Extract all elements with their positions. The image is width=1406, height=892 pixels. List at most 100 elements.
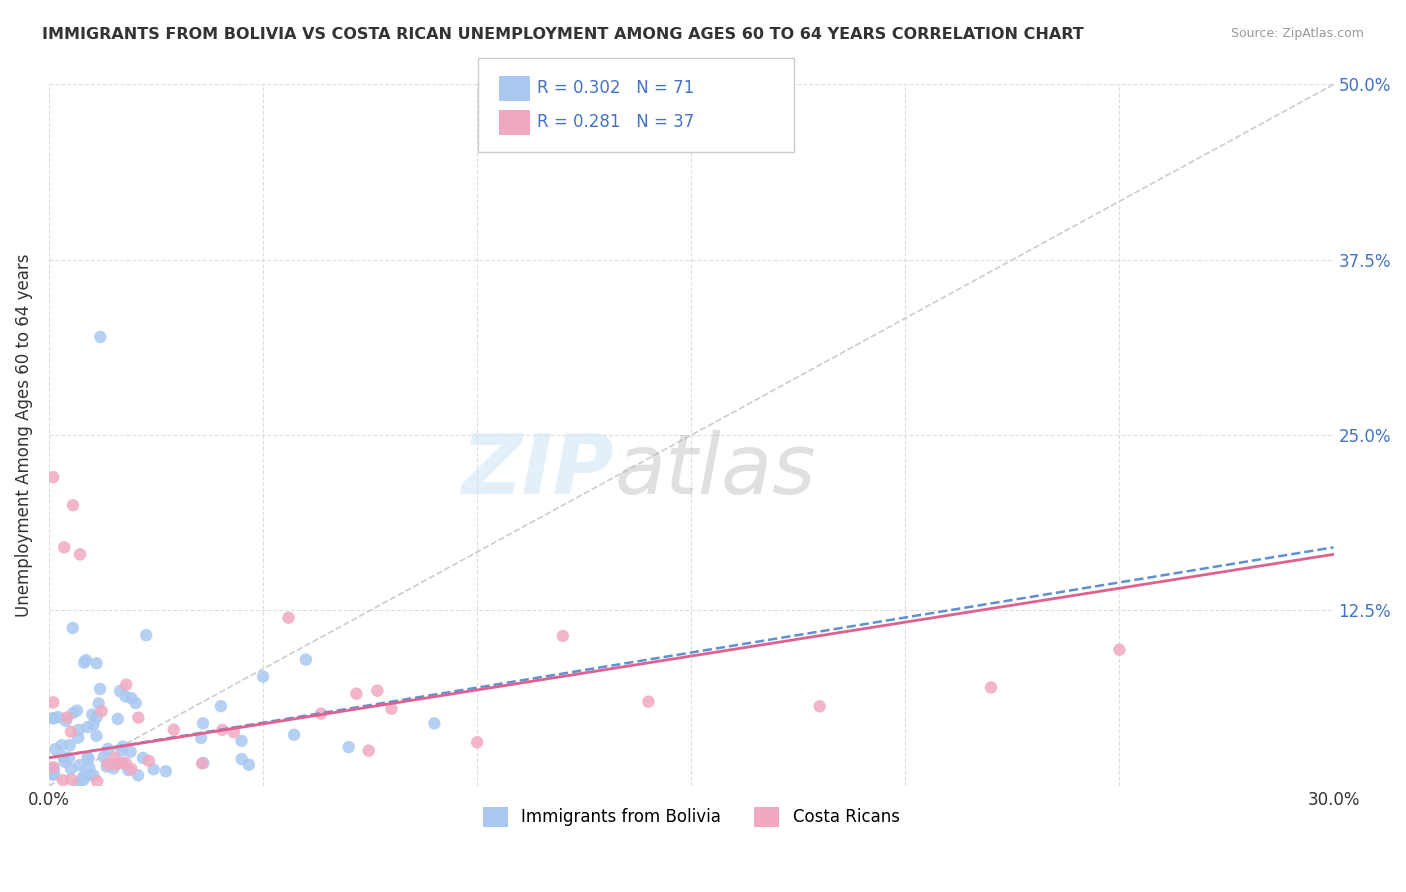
Text: atlas: atlas (614, 430, 815, 511)
Point (42, 470, 65, 484)
Point (380, 702, 402, 716)
Point (53, 755, 76, 769)
Point (238, 757, 260, 772)
Point (67, 731, 90, 745)
Point (193, 756, 215, 770)
Point (111, 743, 134, 757)
Point (120, 745, 142, 759)
Point (82, 717, 104, 731)
Point (309, 706, 332, 721)
Point (79, 768, 101, 782)
Point (104, 750, 127, 764)
Text: ZIP: ZIP (461, 430, 614, 511)
Point (115, 678, 138, 692)
Point (56, 710, 79, 724)
Point (42, 767, 65, 781)
Point (42, 767, 65, 781)
Point (86, 774, 108, 789)
Point (465, 735, 488, 749)
Point (53, 541, 76, 555)
Point (132, 751, 155, 765)
Point (86, 657, 108, 671)
Point (366, 683, 388, 698)
Point (73, 656, 96, 670)
Point (135, 628, 157, 642)
Point (86, 729, 108, 743)
Point (125, 696, 148, 710)
Point (107, 712, 129, 726)
Point (103, 761, 125, 775)
Point (52, 750, 75, 764)
Point (277, 611, 299, 625)
Point (163, 723, 186, 737)
Point (211, 723, 233, 737)
Point (231, 734, 253, 748)
Point (75, 653, 97, 667)
Point (114, 690, 136, 704)
Point (808, 699, 831, 714)
Point (344, 687, 367, 701)
Point (980, 681, 1002, 695)
Point (73, 770, 96, 784)
Point (67, 775, 90, 789)
Point (89, 681, 111, 696)
Point (76, 720, 98, 734)
Point (551, 629, 574, 643)
Text: Source: ZipAtlas.com: Source: ZipAtlas.com (1230, 27, 1364, 40)
Point (42, 711, 65, 725)
Point (295, 652, 318, 666)
Point (108, 684, 131, 698)
Point (93, 750, 115, 764)
Text: IMMIGRANTS FROM BOLIVIA VS COSTA RICAN UNEMPLOYMENT AMONG AGES 60 TO 64 YEARS CO: IMMIGRANTS FROM BOLIVIA VS COSTA RICAN U… (42, 27, 1084, 42)
Point (86, 710, 108, 724)
Point (87, 697, 110, 711)
Point (89, 330, 111, 344)
Point (120, 762, 142, 776)
Point (423, 716, 446, 731)
Point (76, 750, 98, 764)
Point (59, 724, 82, 739)
Point (97, 742, 120, 756)
Point (69, 758, 91, 772)
Point (42, 695, 65, 709)
Point (46, 710, 69, 724)
Point (51, 738, 73, 752)
Point (77, 752, 100, 766)
Point (79, 761, 101, 775)
Point (222, 725, 245, 739)
Point (127, 768, 149, 782)
Point (42, 762, 65, 776)
Point (637, 695, 659, 709)
Point (72, 769, 94, 783)
Point (191, 756, 214, 771)
Y-axis label: Unemployment Among Ages 60 to 64 years: Unemployment Among Ages 60 to 64 years (15, 253, 32, 617)
Point (82, 707, 104, 722)
Point (42, 760, 65, 774)
Point (231, 752, 253, 766)
Legend: Immigrants from Bolivia, Costa Ricans: Immigrants from Bolivia, Costa Ricans (477, 800, 907, 833)
Point (59, 738, 82, 752)
Point (142, 762, 165, 776)
Point (83, 768, 105, 782)
Point (357, 744, 380, 758)
Point (90, 704, 112, 718)
Point (96, 759, 118, 773)
Point (117, 763, 139, 777)
Point (209, 699, 232, 714)
Point (190, 731, 212, 745)
Text: R = 0.281   N = 37: R = 0.281 N = 37 (537, 113, 695, 131)
Point (138, 754, 160, 768)
Point (111, 756, 134, 771)
Point (191, 716, 214, 731)
Point (62, 621, 84, 635)
Point (155, 764, 177, 779)
Point (1108, 642, 1130, 657)
Point (52, 773, 75, 788)
Point (114, 756, 136, 770)
Point (66, 704, 89, 718)
Point (337, 740, 360, 755)
Point (69, 547, 91, 561)
Point (60, 772, 83, 787)
Point (42, 763, 65, 777)
Point (62, 706, 84, 720)
